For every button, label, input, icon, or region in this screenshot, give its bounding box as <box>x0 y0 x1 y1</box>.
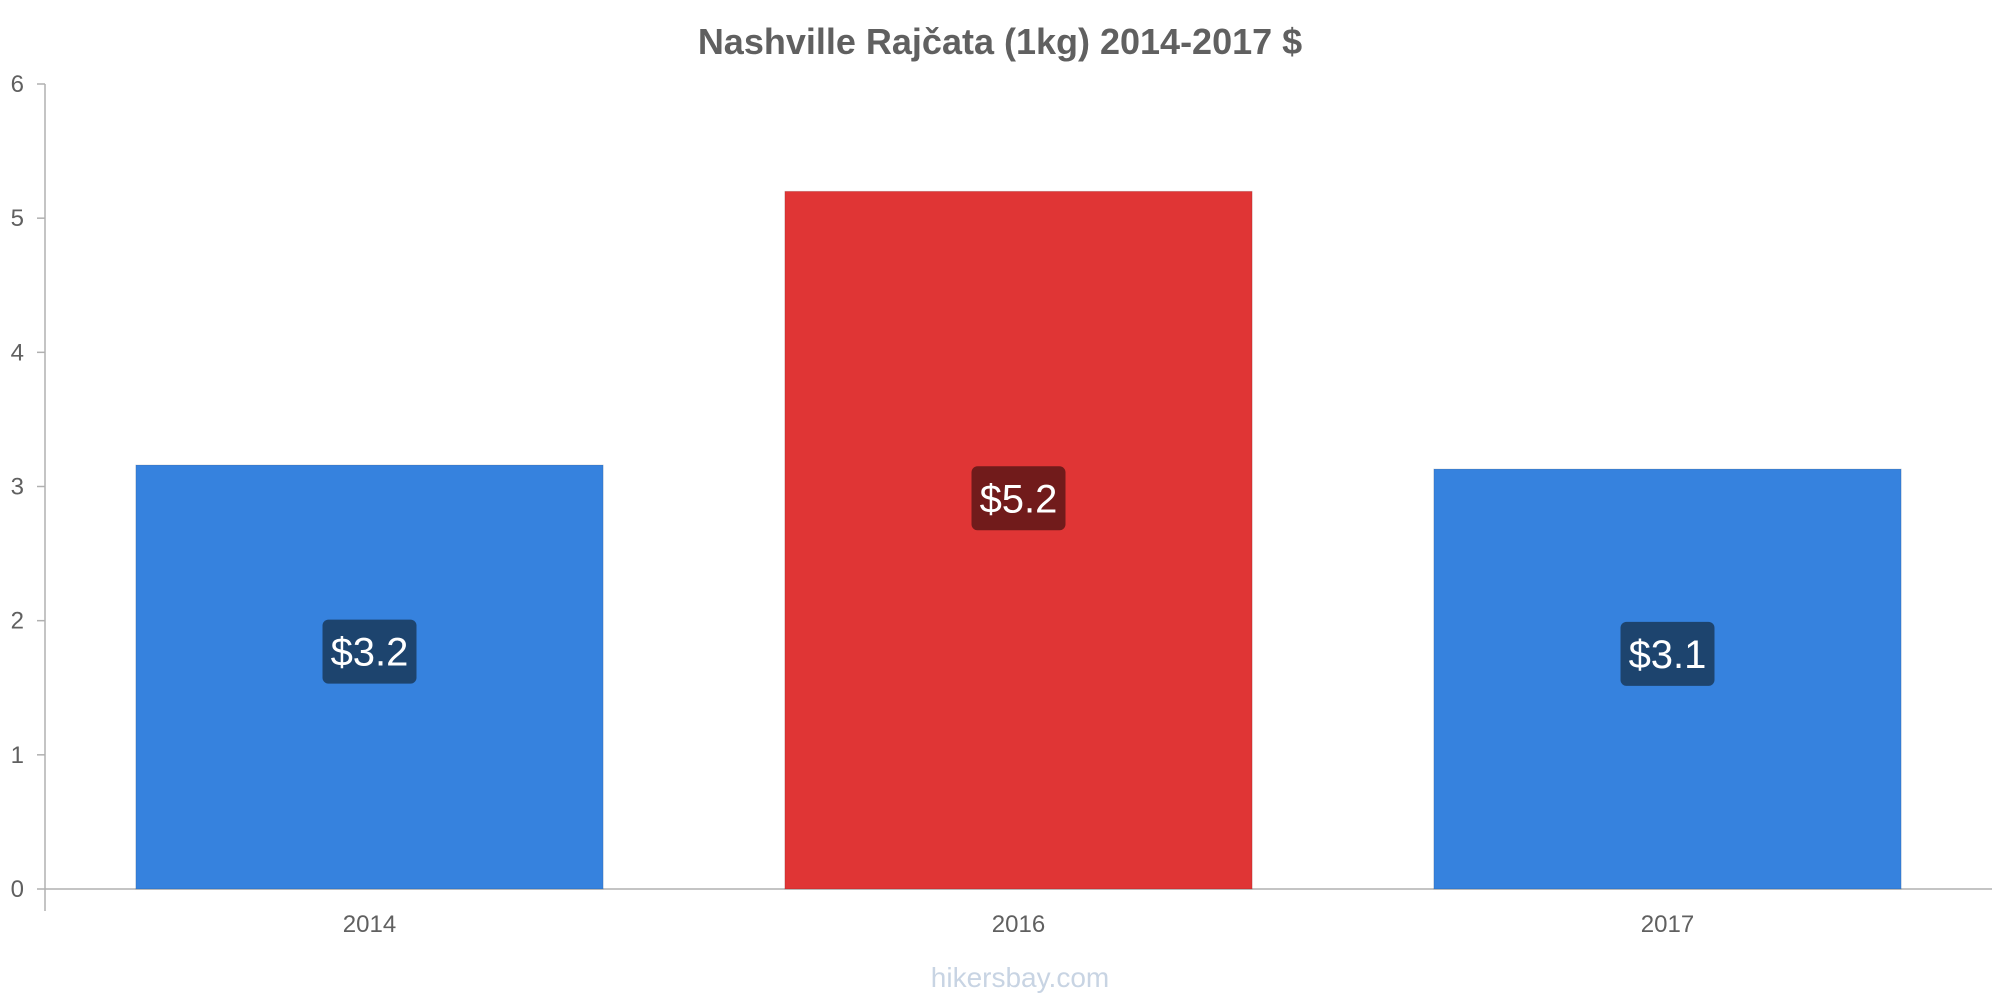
y-tick-label: 6 <box>11 71 24 98</box>
y-tick-label: 4 <box>11 339 24 366</box>
bars <box>135 190 1902 890</box>
x-tick-label: 2017 <box>1641 911 1694 938</box>
value-label-2014: $3.2 <box>322 619 417 684</box>
value-label-bg <box>322 619 417 684</box>
value-label-2016: $5.2 <box>971 466 1066 531</box>
value-labels: $3.2 $5.2 $3.1 <box>322 466 1715 686</box>
y-tick-label: 2 <box>11 608 24 635</box>
bar-2014 <box>135 464 604 890</box>
value-label-bg <box>1620 621 1715 686</box>
value-label-text: $3.2 <box>331 631 409 675</box>
x-tick-label: 2016 <box>992 911 1045 938</box>
y-tick-label: 5 <box>11 205 24 232</box>
x-axis: 2014 2016 2017 <box>45 888 1992 938</box>
y-axis: 0 1 2 3 4 5 6 <box>11 71 46 911</box>
value-label-text: $3.1 <box>1629 633 1707 677</box>
value-label-bg <box>971 466 1066 531</box>
chart-title: Nashville Rajčata (1kg) 2014-2017 $ <box>698 21 1302 62</box>
x-tick-label: 2014 <box>343 911 396 938</box>
y-tick-label: 1 <box>11 742 24 769</box>
watermark-text: hikersbay.com <box>931 962 1109 993</box>
bar-2016 <box>784 190 1253 890</box>
y-tick-label: 0 <box>11 876 24 903</box>
y-tick-label: 3 <box>11 474 24 501</box>
value-label-text: $5.2 <box>980 477 1058 521</box>
value-label-2017: $3.1 <box>1620 621 1715 686</box>
